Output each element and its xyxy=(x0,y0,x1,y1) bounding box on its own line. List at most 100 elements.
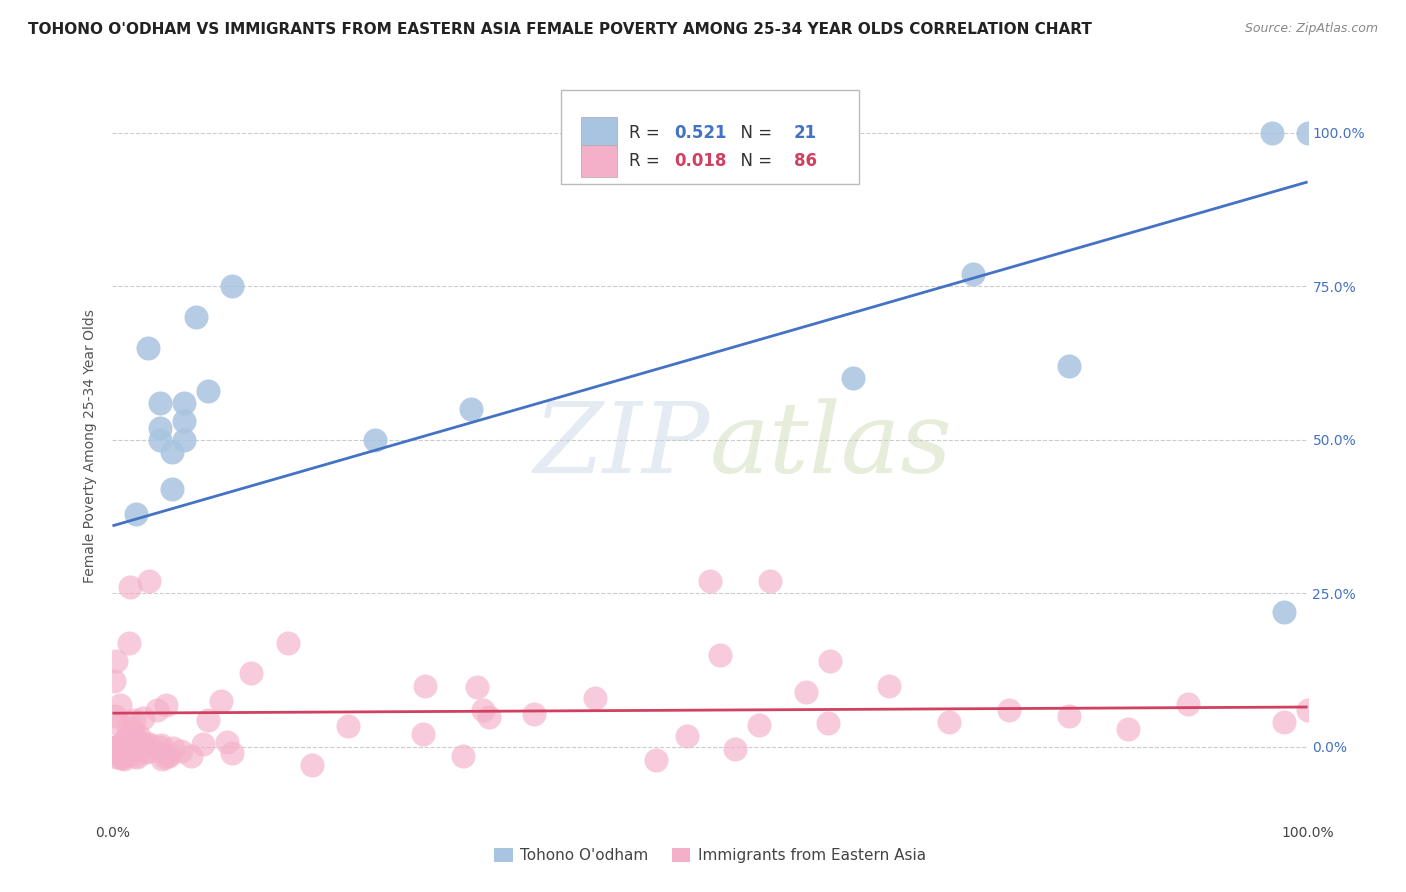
Point xyxy=(153,750,176,764)
Point xyxy=(197,714,219,728)
Text: Source: ZipAtlas.com: Source: ZipAtlas.com xyxy=(1244,22,1378,36)
Point xyxy=(748,718,770,732)
Point xyxy=(162,445,183,459)
Point xyxy=(478,710,501,724)
Point xyxy=(879,679,901,693)
Point xyxy=(412,727,434,741)
Y-axis label: Female Poverty Among 25-34 Year Olds: Female Poverty Among 25-34 Year Olds xyxy=(83,309,97,583)
Point xyxy=(110,751,132,765)
Point xyxy=(150,738,173,752)
Point xyxy=(842,371,865,385)
Point xyxy=(115,738,138,752)
Point xyxy=(128,729,150,743)
Text: 0.521: 0.521 xyxy=(675,124,727,142)
Point xyxy=(138,738,160,752)
Point xyxy=(117,720,139,734)
Point xyxy=(118,747,141,761)
Point xyxy=(103,741,125,756)
Point xyxy=(364,433,387,447)
Point xyxy=(103,673,125,688)
Point xyxy=(759,574,782,588)
Text: 86: 86 xyxy=(794,152,817,170)
Point xyxy=(127,750,149,764)
Point xyxy=(155,698,177,712)
Point xyxy=(149,396,172,410)
Point xyxy=(1296,703,1319,717)
Point xyxy=(146,703,169,717)
Text: atlas: atlas xyxy=(710,399,953,493)
Point xyxy=(111,750,134,764)
Point xyxy=(162,741,184,756)
Point xyxy=(460,402,482,417)
Point xyxy=(135,745,157,759)
Point xyxy=(162,482,183,496)
Point xyxy=(465,680,488,694)
Point xyxy=(157,748,180,763)
Point xyxy=(209,694,232,708)
Point xyxy=(1057,709,1080,723)
Point xyxy=(585,691,607,706)
Point xyxy=(1177,697,1199,711)
Point xyxy=(138,574,160,588)
Text: N =: N = xyxy=(730,124,778,142)
Text: 21: 21 xyxy=(794,124,817,142)
Point xyxy=(676,729,699,743)
Point xyxy=(197,384,219,398)
Point xyxy=(221,279,243,293)
Point xyxy=(709,648,731,662)
Point xyxy=(644,753,666,767)
Point xyxy=(132,711,155,725)
Point xyxy=(104,708,127,723)
Point xyxy=(111,748,134,763)
Point xyxy=(794,684,817,698)
Point xyxy=(104,739,127,754)
Point xyxy=(818,654,841,668)
Point xyxy=(112,752,135,766)
Point xyxy=(135,744,157,758)
Text: R =: R = xyxy=(628,152,665,170)
Point xyxy=(149,433,172,447)
Point xyxy=(112,739,135,753)
Point xyxy=(173,414,195,428)
Point xyxy=(336,719,359,733)
Point xyxy=(1296,126,1319,140)
Point xyxy=(115,731,138,746)
Point xyxy=(104,744,127,758)
Point xyxy=(817,716,839,731)
Point xyxy=(108,739,131,753)
Point xyxy=(962,267,984,281)
Point xyxy=(453,748,475,763)
Text: 0.018: 0.018 xyxy=(675,152,727,170)
Point xyxy=(127,735,149,749)
Point xyxy=(277,635,299,649)
Legend: Tohono O'odham, Immigrants from Eastern Asia: Tohono O'odham, Immigrants from Eastern … xyxy=(488,842,932,869)
Point xyxy=(1272,605,1295,619)
Point xyxy=(240,666,263,681)
FancyBboxPatch shape xyxy=(581,145,617,177)
Point xyxy=(108,698,131,712)
Text: TOHONO O'ODHAM VS IMMIGRANTS FROM EASTERN ASIA FEMALE POVERTY AMONG 25-34 YEAR O: TOHONO O'ODHAM VS IMMIGRANTS FROM EASTER… xyxy=(28,22,1092,37)
Point xyxy=(121,743,143,757)
Point xyxy=(125,507,148,521)
Point xyxy=(138,737,160,751)
Point xyxy=(301,758,323,772)
Point xyxy=(170,744,193,758)
Point xyxy=(699,574,721,588)
Point xyxy=(105,654,128,668)
Point xyxy=(105,750,128,764)
Point xyxy=(938,715,960,730)
Point xyxy=(122,735,145,749)
Text: ZIP: ZIP xyxy=(534,399,710,493)
Point xyxy=(173,396,195,410)
Point xyxy=(150,752,173,766)
Point xyxy=(180,748,202,763)
Point xyxy=(118,635,141,649)
Point xyxy=(138,341,160,355)
Text: R =: R = xyxy=(628,124,665,142)
Point xyxy=(191,737,214,751)
FancyBboxPatch shape xyxy=(581,117,617,148)
Point xyxy=(998,703,1021,717)
Point xyxy=(1261,126,1284,140)
Point xyxy=(107,739,129,754)
Point xyxy=(118,580,141,594)
